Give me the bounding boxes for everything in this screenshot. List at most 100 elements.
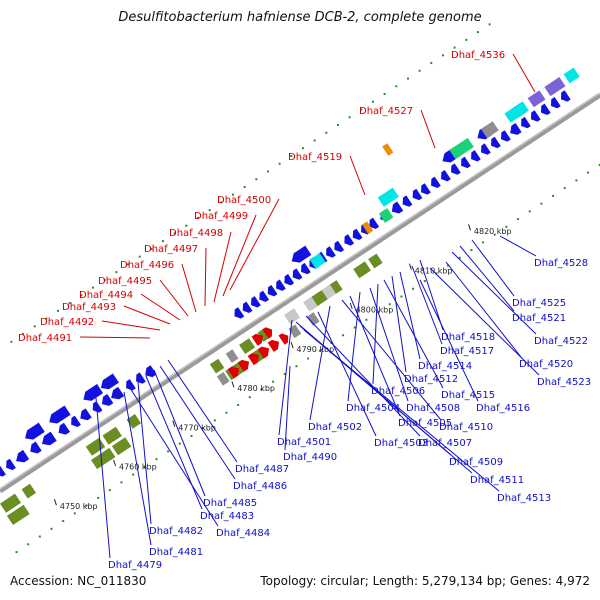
blue-cds <box>352 228 363 240</box>
outer-tick-dot <box>476 31 479 34</box>
olive-cds-body <box>328 280 343 295</box>
kbp-label: 4760 kbp <box>119 463 157 472</box>
forward-gene-label: Dhaf_4500 <box>217 195 271 206</box>
forward-label-line <box>123 305 171 325</box>
blue-cds-body <box>101 393 114 406</box>
reverse-gene-label: Dhaf_4515 <box>441 390 495 401</box>
blue-cds <box>461 156 471 169</box>
olive-cds-body <box>239 338 256 355</box>
label-line-layer <box>79 53 540 559</box>
reverse-label-line <box>95 397 111 559</box>
blue-cds-body <box>6 458 16 471</box>
kbp-tick <box>290 341 294 349</box>
blue-cds <box>540 103 551 115</box>
outer-tick-dot <box>325 131 328 134</box>
kbp-label: 4790 kbp <box>297 345 335 354</box>
blue-cds-body <box>334 240 345 253</box>
outer-tick-dot <box>383 93 386 96</box>
inner-tick-dot <box>307 357 310 360</box>
forward-gene-label: Dhaf_4493 <box>62 302 116 313</box>
blue-cds-body <box>259 290 270 302</box>
inner-tick-dot <box>447 264 450 267</box>
forward-label-line <box>204 247 207 307</box>
blue-cds <box>292 268 303 280</box>
blue-cds <box>267 285 278 297</box>
reverse-gene-label: Dhaf_4507 <box>418 438 472 449</box>
inner-tick-dot <box>517 218 520 221</box>
blue-cds-body <box>251 296 261 308</box>
blue-cds-body <box>530 110 541 122</box>
orange-cds-body <box>362 221 374 234</box>
inner-tick-dot <box>225 411 228 414</box>
reverse-label-line <box>305 315 421 437</box>
inner-tick-dot <box>575 179 578 182</box>
tick-layer <box>10 23 600 554</box>
gray-cds-body <box>216 372 230 386</box>
outer-tick-dot <box>45 317 48 320</box>
outer-tick-dot <box>418 69 421 72</box>
blue-cds <box>510 122 522 135</box>
olive-cds-body <box>102 426 122 445</box>
blue-cds-outer-body <box>25 422 45 440</box>
blue-cds-body <box>30 441 42 454</box>
olive-cds-body <box>0 493 22 513</box>
inner-tick-dot <box>318 349 321 352</box>
blue-cds-outer <box>291 245 312 263</box>
blue-cds-body <box>16 449 30 463</box>
gray-cds-body <box>288 324 302 339</box>
blue-cds <box>431 176 441 188</box>
reverse-label-line <box>419 279 479 402</box>
red-cds-body <box>262 327 273 339</box>
forward-label-line <box>140 293 181 321</box>
reverse-gene-label: Dhaf_4502 <box>308 422 362 433</box>
blue-cds-body <box>301 262 311 275</box>
inner-tick-dot <box>470 249 473 252</box>
reverse-gene-label: Dhaf_4504 <box>346 403 400 414</box>
cyan-cds <box>377 187 399 207</box>
blue-cds-body <box>284 274 295 286</box>
reverse-gene-label: Dhaf_4525 <box>512 298 566 309</box>
blue-cds-body <box>111 386 125 400</box>
light-gray-cds-body <box>303 296 318 312</box>
inner-tick-dot <box>213 419 216 422</box>
blue-cds-body <box>402 195 413 207</box>
blue-cds-body <box>58 422 71 435</box>
gray-cds <box>306 312 320 326</box>
blue-cds-body <box>550 97 561 109</box>
reverse-gene-label: Dhaf_4510 <box>439 422 493 433</box>
blue-cds <box>441 170 451 182</box>
olive-cds <box>6 504 30 526</box>
reverse-gene-label: Dhaf_4508 <box>406 403 460 414</box>
inner-tick-dot <box>400 295 403 298</box>
kbp-tick <box>231 381 235 388</box>
blue-cds <box>369 217 380 229</box>
kbp-tick <box>349 302 353 310</box>
light-gray-cds <box>321 284 337 300</box>
inner-tick-dot <box>528 210 531 213</box>
blue-cds-body <box>521 116 531 129</box>
inner-tick-dot <box>505 225 508 228</box>
forward-label-line <box>222 214 257 297</box>
blue-cds-outer <box>83 383 104 401</box>
cyan-cds <box>309 252 326 269</box>
inner-tick-dot <box>552 194 555 197</box>
inner-tick-dot <box>108 489 111 492</box>
red-cds-body <box>237 359 250 372</box>
inner-tick-dot <box>423 280 426 283</box>
blue-cds <box>58 422 71 435</box>
blue-cds-body <box>540 103 551 115</box>
inner-tick-dot <box>458 256 461 259</box>
reverse-gene-label: Dhaf_4486 <box>233 481 287 492</box>
feature-layer <box>0 67 580 526</box>
forward-gene-label: Dhaf_4498 <box>169 228 223 239</box>
outer-tick-dot <box>57 309 60 312</box>
genome-backbone <box>0 92 600 494</box>
reverse-gene-label: Dhaf_4484 <box>216 528 270 539</box>
gray-cds <box>288 324 302 339</box>
blue-cds <box>412 188 423 201</box>
cyan-cds-body <box>563 67 580 84</box>
olive-cds <box>0 493 22 513</box>
blue-cds <box>501 130 511 142</box>
reverse-label-line <box>347 291 361 402</box>
blue-cds-body <box>41 431 57 446</box>
